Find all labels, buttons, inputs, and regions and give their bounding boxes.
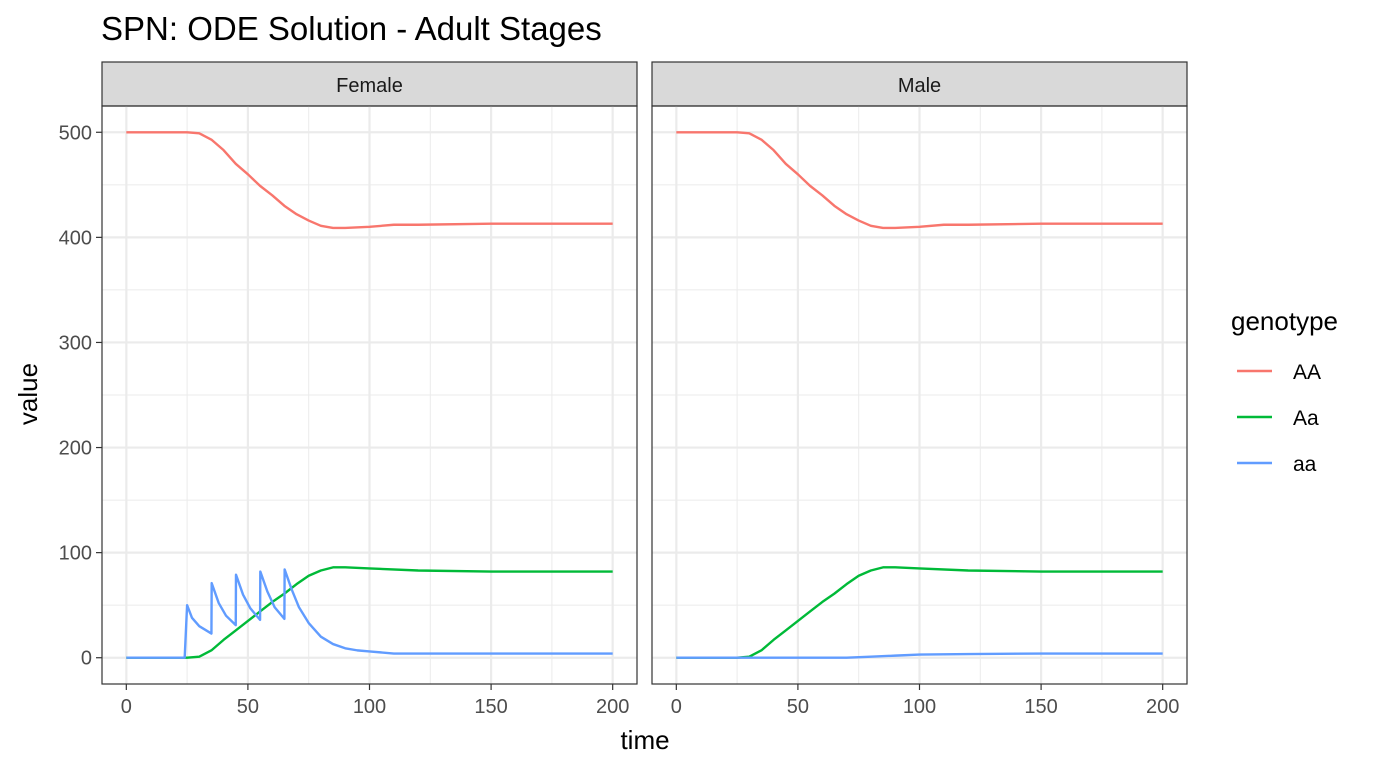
x-tick-label: 50 [787, 696, 809, 718]
panel-male: Male 0 50 100 150 200 [651, 61, 1188, 718]
x-tick-label: 150 [474, 696, 507, 718]
legend-label-aa: aa [1293, 453, 1317, 476]
legend-label-AA: AA [1293, 361, 1321, 384]
x-tick-label: 100 [353, 696, 386, 718]
x-tick-label: 200 [1146, 696, 1179, 718]
series-line-AA [126, 131, 613, 230]
x-tick-label: 50 [237, 696, 259, 718]
series-line-aa [126, 568, 613, 659]
legend-title: genotype [1231, 306, 1338, 336]
x-axis-label: time [620, 725, 669, 755]
panel-female: Female 0 50 100 150 200 0 100 200 300 400 500 [59, 61, 638, 718]
y-tick-label: 0 [81, 648, 92, 670]
x-tick-label: 200 [596, 696, 629, 718]
y-tick-label: 100 [59, 543, 92, 565]
series-line-AA [676, 131, 1163, 230]
facet-strip-label: Female [336, 75, 403, 97]
y-tick-label: 400 [59, 227, 92, 249]
chart-title: SPN: ODE Solution - Adult Stages [101, 10, 602, 47]
y-tick-label: 200 [59, 438, 92, 460]
legend: genotype AA Aa aa [1231, 306, 1338, 476]
y-tick-label: 500 [59, 122, 92, 144]
y-tick-label: 300 [59, 332, 92, 354]
facet-panels: Female 0 50 100 150 200 0 100 200 300 400 500 Male 0 5… [59, 61, 1188, 718]
x-tick-label: 150 [1024, 696, 1057, 718]
x-tick-label: 100 [903, 696, 936, 718]
x-tick-label: 0 [121, 696, 132, 718]
legend-label-Aa: Aa [1293, 407, 1319, 430]
y-axis-label: value [13, 363, 43, 425]
series-line-aa [676, 652, 1163, 659]
x-tick-label: 0 [671, 696, 682, 718]
facet-strip [101, 61, 638, 107]
series-line-Aa [676, 566, 1163, 659]
facet-strip-label: Male [898, 75, 941, 97]
